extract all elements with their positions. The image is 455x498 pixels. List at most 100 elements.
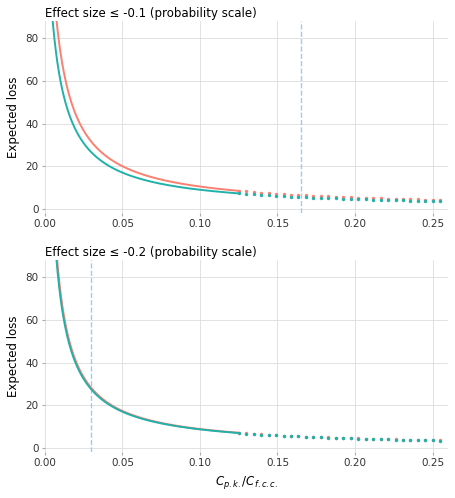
Point <box>437 196 444 204</box>
Point <box>258 189 265 197</box>
Point <box>354 434 362 442</box>
Point <box>399 436 407 444</box>
Point <box>339 434 347 442</box>
Point <box>422 197 429 205</box>
Point <box>407 436 414 444</box>
Point <box>235 187 243 195</box>
Point <box>369 196 377 204</box>
Point <box>273 431 280 439</box>
Point <box>422 196 429 204</box>
Point <box>347 434 354 442</box>
Point <box>288 191 295 199</box>
Point <box>377 435 384 443</box>
Point <box>347 193 354 201</box>
Point <box>280 192 287 200</box>
Point <box>243 190 250 198</box>
Point <box>392 196 399 204</box>
Point <box>288 193 295 201</box>
Point <box>273 192 280 200</box>
Point <box>429 197 436 205</box>
Point <box>332 434 339 442</box>
Point <box>258 431 265 439</box>
Point <box>273 431 280 439</box>
Point <box>429 436 436 444</box>
Point <box>302 433 309 441</box>
Point <box>280 432 287 440</box>
Point <box>250 430 257 438</box>
Point <box>399 436 407 444</box>
Point <box>377 196 384 204</box>
Point <box>295 193 302 201</box>
Point <box>302 193 309 201</box>
Point <box>302 433 309 441</box>
Point <box>258 430 265 438</box>
Point <box>317 433 324 441</box>
Point <box>354 435 362 443</box>
Point <box>362 195 369 203</box>
Point <box>325 192 332 200</box>
Point <box>265 191 272 199</box>
Point <box>384 195 392 203</box>
Point <box>377 194 384 202</box>
Point <box>317 192 324 200</box>
Point <box>407 195 414 203</box>
Y-axis label: Expected loss: Expected loss <box>7 316 20 397</box>
Text: Effect size ≤ -0.2 (probability scale): Effect size ≤ -0.2 (probability scale) <box>45 246 257 259</box>
Point <box>422 436 429 444</box>
Point <box>265 431 272 439</box>
Point <box>243 430 250 438</box>
Text: Effect size ≤ -0.1 (probability scale): Effect size ≤ -0.1 (probability scale) <box>45 7 257 20</box>
Point <box>288 432 295 440</box>
Point <box>317 433 324 441</box>
Point <box>250 191 257 199</box>
Point <box>317 194 324 202</box>
Point <box>243 188 250 196</box>
Point <box>302 191 309 199</box>
Point <box>235 189 243 197</box>
Point <box>339 195 347 203</box>
Point <box>414 436 421 444</box>
Point <box>332 434 339 442</box>
Point <box>295 432 302 440</box>
Point <box>399 195 407 203</box>
Point <box>362 435 369 443</box>
Point <box>243 429 250 437</box>
Point <box>235 429 243 437</box>
Point <box>437 437 444 445</box>
Point <box>295 432 302 440</box>
Point <box>250 430 257 438</box>
Point <box>399 196 407 204</box>
Point <box>422 436 429 444</box>
Point <box>392 436 399 444</box>
Point <box>354 195 362 203</box>
Point <box>280 432 287 440</box>
Point <box>288 432 295 440</box>
Point <box>235 429 243 437</box>
Point <box>377 435 384 443</box>
Point <box>273 190 280 198</box>
Point <box>369 435 377 443</box>
Point <box>332 194 339 202</box>
Point <box>429 436 436 444</box>
Point <box>392 436 399 444</box>
Point <box>265 189 272 197</box>
Point <box>384 435 392 443</box>
Point <box>414 436 421 444</box>
Point <box>265 431 272 439</box>
Point <box>384 435 392 443</box>
Point <box>310 194 317 202</box>
Point <box>414 195 421 203</box>
Point <box>280 190 287 198</box>
Point <box>250 188 257 196</box>
Point <box>384 196 392 204</box>
Point <box>310 433 317 441</box>
Point <box>310 433 317 441</box>
Point <box>369 194 377 202</box>
Point <box>362 194 369 202</box>
Y-axis label: Expected loss: Expected loss <box>7 76 20 158</box>
Point <box>369 435 377 443</box>
Point <box>332 193 339 201</box>
Point <box>258 191 265 199</box>
Point <box>354 194 362 202</box>
Point <box>339 434 347 442</box>
